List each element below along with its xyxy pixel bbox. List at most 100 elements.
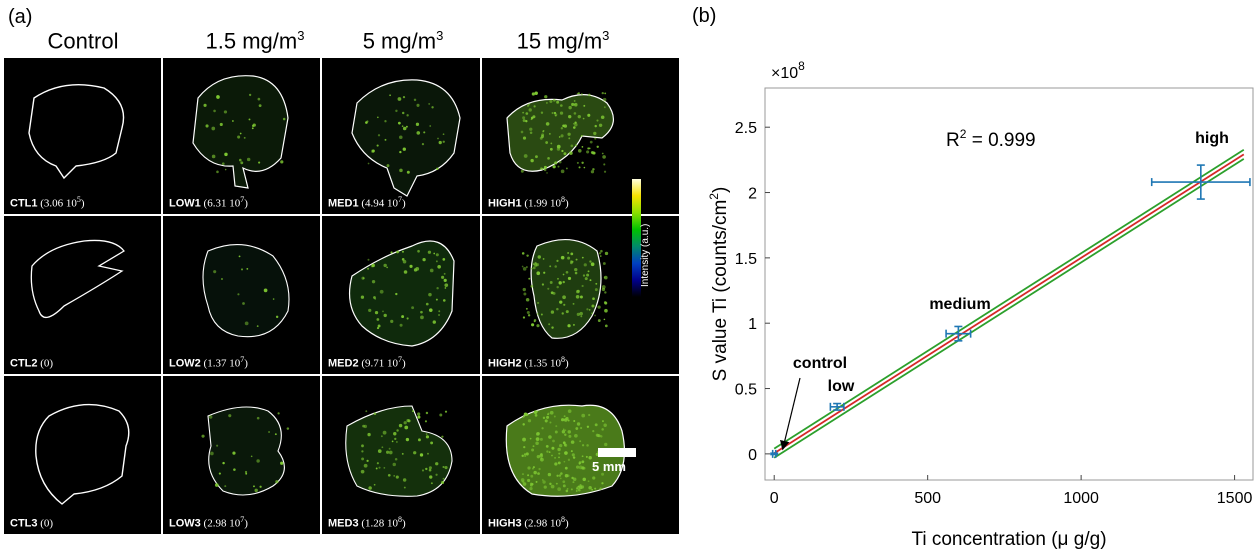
intensity-speckle: [567, 132, 571, 136]
intensity-speckle: [533, 470, 537, 475]
intensity-speckle: [544, 419, 548, 423]
intensity-speckle: [228, 414, 232, 418]
intensity-speckle: [368, 308, 372, 313]
intensity-speckle: [548, 132, 551, 135]
intensity-speckle: [549, 482, 552, 486]
tissue-outline-low1: [192, 75, 289, 189]
intensity-speckle: [224, 485, 227, 488]
intensity-speckle: [435, 253, 439, 257]
intensity-speckle: [523, 453, 527, 456]
intensity-speckle: [404, 425, 409, 430]
intensity-speckle: [530, 158, 534, 163]
intensity-speckle: [211, 154, 216, 159]
intensity-speckle: [444, 283, 449, 288]
intensity-speckle: [582, 477, 586, 482]
intensity-speckle: [223, 110, 228, 114]
intensity-speckle: [601, 91, 604, 95]
intensity-speckle: [399, 168, 403, 173]
intensity-speckle: [558, 160, 562, 164]
intensity-speckle: [211, 126, 216, 131]
intensity-speckle: [421, 143, 425, 146]
intensity-speckle: [595, 282, 598, 285]
intensity-speckle: [575, 258, 578, 261]
intensity-speckle: [566, 487, 569, 490]
intensity-speckle: [526, 310, 530, 315]
intensity-speckle: [579, 440, 582, 443]
intensity-speckle: [527, 478, 531, 482]
intensity-speckle: [412, 410, 415, 413]
intensity-speckle: [564, 466, 568, 470]
intensity-speckle: [572, 126, 576, 129]
intensity-speckle: [525, 452, 529, 456]
intensity-speckle: [567, 458, 571, 462]
intensity-speckle: [361, 276, 365, 280]
intensity-speckle: [535, 437, 540, 441]
tile-high1: HIGH1 (1.99 108): [482, 58, 679, 214]
intensity-speckle: [525, 307, 528, 310]
intensity-speckle: [573, 420, 576, 423]
intensity-speckle: [568, 434, 572, 438]
intensity-speckle: [539, 136, 543, 140]
intensity-speckle: [528, 108, 532, 112]
intensity-speckle: [551, 111, 554, 115]
intensity-speckle: [593, 465, 596, 468]
intensity-speckle: [567, 324, 571, 328]
intensity-speckle: [528, 277, 531, 280]
intensity-speckle: [588, 486, 592, 490]
tissue-outline-med1: [351, 79, 461, 197]
caption-med3: MED3 (1.28 108): [328, 515, 406, 530]
intensity-speckle: [591, 312, 593, 315]
intensity-speckle: [436, 167, 439, 171]
intensity-speckle: [582, 117, 585, 120]
intensity-speckle: [562, 484, 566, 488]
intensity-speckle: [548, 435, 552, 439]
intensity-speckle: [416, 103, 420, 107]
intensity-speckle: [580, 93, 583, 96]
intensity-speckle: [536, 313, 539, 315]
intensity-speckle: [423, 131, 426, 134]
intensity-speckle: [439, 413, 443, 417]
intensity-speckle: [571, 453, 575, 457]
intensity-speckle: [598, 123, 603, 127]
intensity-speckle: [529, 127, 533, 131]
intensity-speckle: [406, 170, 410, 174]
intensity-speckle: [431, 106, 434, 109]
intensity-speckle: [272, 298, 275, 300]
intensity-speckle: [246, 267, 249, 270]
intensity-speckle: [383, 467, 386, 469]
intensity-speckle: [370, 265, 374, 268]
intensity-speckle: [546, 415, 550, 419]
intensity-speckle: [558, 136, 561, 138]
intensity-speckle: [375, 467, 378, 470]
intensity-speckle: [239, 132, 242, 135]
intensity-speckle: [531, 467, 534, 470]
intensity-speckle: [562, 280, 565, 284]
intensity-speckle: [442, 258, 446, 261]
intensity-speckle: [560, 169, 565, 174]
caption-high3: HIGH3 (2.98 108): [488, 515, 569, 530]
intensity-speckle: [401, 452, 404, 455]
intensity-speckle: [407, 419, 411, 423]
intensity-speckle: [438, 140, 442, 145]
intensity-speckle: [531, 323, 535, 327]
intensity-speckle: [382, 310, 384, 313]
intensity-speckle: [403, 270, 408, 274]
intensity-speckle: [366, 120, 369, 123]
intensity-speckle: [585, 455, 588, 458]
intensity-speckle: [601, 152, 604, 155]
tissue-outline-ctl1: [28, 83, 125, 180]
intensity-speckle: [590, 151, 594, 154]
intensity-speckle: [379, 289, 384, 294]
intensity-speckle: [363, 424, 368, 429]
intensity-speckle: [527, 314, 531, 317]
intensity-speckle: [240, 268, 244, 271]
intensity-speckle: [555, 425, 558, 428]
intensity-speckle: [386, 450, 390, 454]
intensity-speckle: [602, 155, 606, 159]
intensity-speckle: [553, 415, 556, 418]
intensity-speckle: [397, 121, 401, 125]
intensity-speckle: [251, 127, 254, 130]
caption-low1: LOW1 (6.31 107): [169, 195, 248, 210]
intensity-speckle: [533, 318, 537, 322]
intensity-speckle: [418, 438, 421, 442]
